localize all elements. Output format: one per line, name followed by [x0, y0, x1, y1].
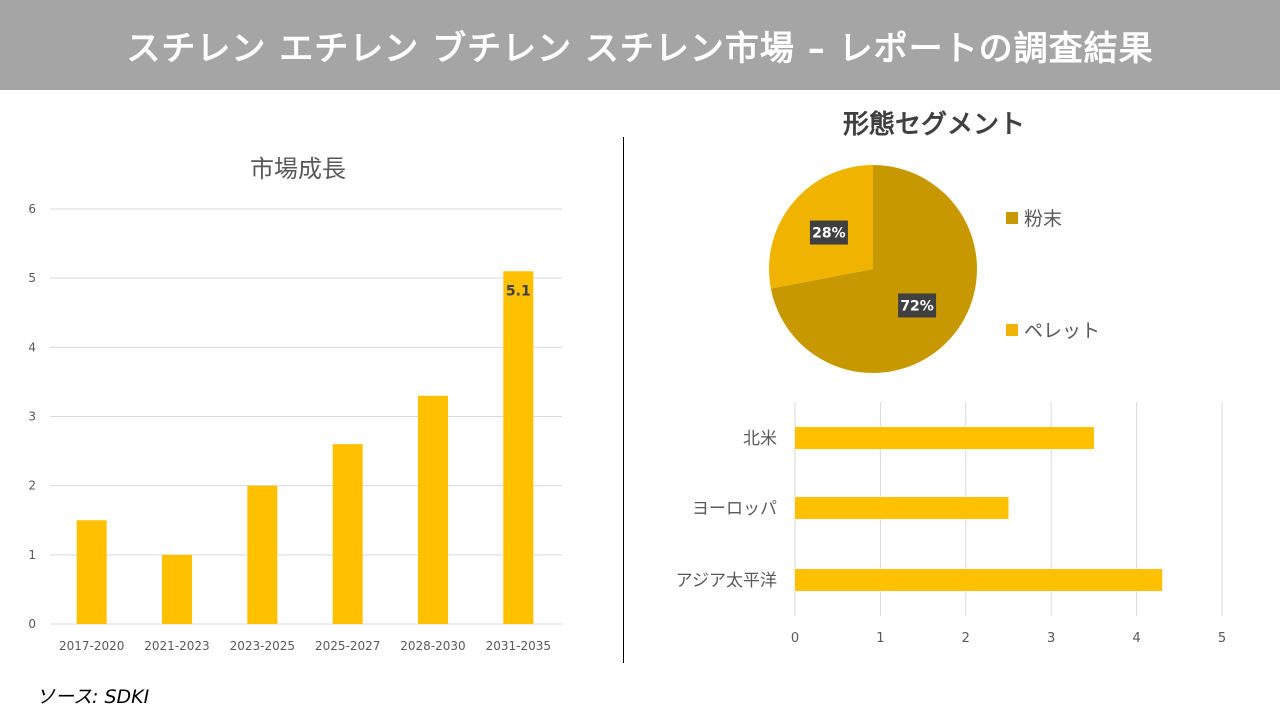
x-tick-label: 2	[962, 631, 970, 646]
legend-label: 粉末	[1024, 208, 1062, 230]
y-tick-label: 4	[28, 340, 36, 354]
pie-chart-title: 形態セグメント	[843, 109, 1025, 140]
x-tick-label: 2021-2023	[144, 639, 209, 653]
x-tick-label: 2031-2035	[486, 639, 551, 653]
bar	[76, 520, 107, 624]
y-category-label: アジア太平洋	[676, 571, 777, 591]
legend-swatch	[1006, 324, 1018, 336]
x-tick-label: 3	[1047, 631, 1055, 646]
x-tick-label: 2025-2027	[315, 639, 380, 653]
hbar	[795, 427, 1094, 449]
bar	[418, 395, 448, 624]
y-tick-label: 3	[28, 410, 36, 424]
y-category-label: ヨーロッパ	[692, 499, 777, 519]
source-note: ソース: SDKI	[36, 686, 150, 708]
x-tick-label: 4	[1132, 631, 1140, 646]
legend-swatch	[1006, 212, 1018, 224]
y-category-label: 北米	[743, 429, 777, 449]
y-tick-label: 2	[28, 479, 36, 493]
x-tick-label: 2028-2030	[400, 639, 465, 653]
divider	[623, 137, 624, 663]
x-tick-label: 2023-2025	[230, 639, 295, 653]
pie-data-label: 72%	[900, 298, 934, 314]
pie-slice	[770, 165, 978, 373]
x-tick-label: 0	[791, 631, 799, 646]
pie-data-label: 28%	[812, 226, 846, 242]
pie-label-box	[809, 220, 848, 245]
bar	[162, 554, 192, 624]
bar-chart-title: 市場成長	[250, 155, 346, 183]
data-label: 5.1	[506, 283, 531, 299]
x-tick-label: 1	[876, 631, 884, 646]
hbar	[795, 569, 1163, 591]
bar	[247, 485, 278, 624]
x-tick-label: 2017-2020	[59, 639, 124, 653]
hbar	[795, 497, 1009, 519]
y-tick-label: 5	[28, 271, 36, 285]
page-title: スチレン エチレン ブチレン スチレン市場 – レポートの調査結果	[0, 0, 1280, 90]
bar	[503, 271, 534, 624]
y-tick-label: 0	[28, 617, 36, 631]
y-tick-label: 6	[28, 202, 36, 216]
pie-label-box	[898, 293, 937, 318]
legend-label: ペレット	[1024, 320, 1100, 342]
bar	[332, 444, 363, 624]
x-tick-label: 5	[1218, 631, 1226, 646]
y-tick-label: 1	[28, 548, 36, 562]
